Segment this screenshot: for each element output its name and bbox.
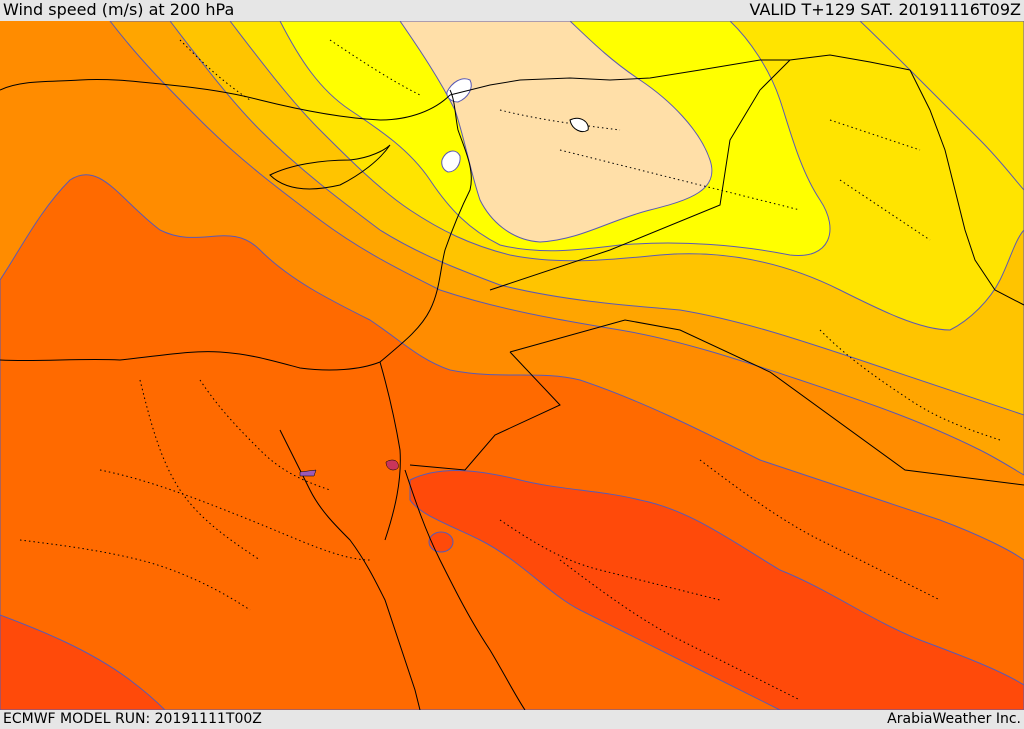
band-white-2 xyxy=(441,150,461,173)
coastline-cyprus xyxy=(269,144,391,190)
border-jordan-saudi xyxy=(409,351,561,471)
map-title: Wind speed (m/s) at 200 hPa xyxy=(3,0,235,19)
coastline-sinai xyxy=(379,361,401,541)
band-ffdfa8 xyxy=(399,21,713,243)
border-saudi-iraq xyxy=(509,319,1024,486)
band-ff4a0a-blob xyxy=(428,531,454,553)
valid-time: VALID T+129 SAT. 20191116T09Z xyxy=(749,0,1021,19)
lake-bardawil xyxy=(299,469,317,477)
header-bar: Wind speed (m/s) at 200 hPa VALID T+129 … xyxy=(0,0,1024,21)
lake-hula xyxy=(385,459,399,471)
model-run: ECMWF MODEL RUN: 20191111T00Z xyxy=(3,711,262,727)
coastline-red-sea-east xyxy=(404,469,526,710)
wind-speed-map xyxy=(0,21,1024,710)
lake-assad xyxy=(569,117,589,133)
band-ff4a0a-sw xyxy=(0,614,166,710)
band-white-1 xyxy=(446,78,472,103)
map-panel xyxy=(0,21,1024,710)
coastline-turkey xyxy=(0,78,451,121)
internal-boundaries xyxy=(19,39,1001,701)
band-ffff00-east xyxy=(859,21,1024,191)
band-ff4a0a-core xyxy=(409,470,1024,710)
border-syria-iraq xyxy=(489,54,911,291)
border-iran-iraq xyxy=(909,69,1024,306)
coastline-levant xyxy=(379,89,472,363)
coastline-egypt xyxy=(0,351,381,371)
credit: ArabiaWeather Inc. xyxy=(887,711,1021,727)
border-turkey-syria xyxy=(449,59,790,96)
footer-bar: ECMWF MODEL RUN: 20191111T00Z ArabiaWeat… xyxy=(0,710,1024,729)
